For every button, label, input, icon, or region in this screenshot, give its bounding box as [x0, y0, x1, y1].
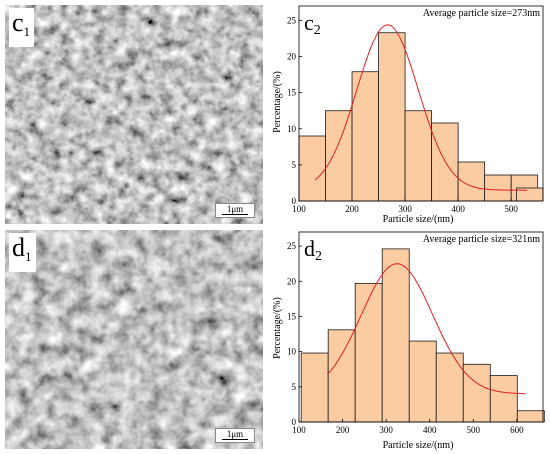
plot-frame [298, 231, 544, 423]
histogram-bar [354, 282, 383, 423]
x-tick-label: 600 [510, 425, 524, 435]
panel-label-c2: c2 [304, 10, 321, 38]
scale-bar: 1μm [215, 203, 255, 218]
fit-curve [314, 24, 528, 191]
x-tick-label: 400 [423, 425, 437, 435]
panel-label-c1: c1 [9, 8, 35, 47]
y-tick-label: 0 [292, 196, 297, 206]
histogram-bar [327, 329, 356, 423]
histogram-bar [325, 110, 353, 202]
y-tick-label: 15 [287, 311, 297, 321]
x-tick-label: 300 [398, 204, 412, 214]
annotation-average: Average particle size=321nm [423, 234, 540, 245]
histogram-bar [408, 340, 437, 423]
x-tick-label: 300 [379, 425, 393, 435]
y-tick-label: 10 [287, 347, 297, 357]
y-tick-label: 5 [292, 160, 297, 170]
sem-texture [5, 230, 263, 449]
histogram-bar [489, 375, 518, 423]
sem-texture [5, 5, 263, 224]
scale-bar: 1μm [215, 428, 255, 443]
y-tick-label: 25 [287, 241, 297, 251]
histogram-bar [462, 363, 491, 423]
histogram-c2-svg: Percentage/(%) Particle size/(nm) 0 5 10 15… [272, 5, 544, 225]
x-axis-label: Particle size/(nm) [383, 214, 454, 225]
x-axis-label: Particle size/(nm) [383, 440, 454, 451]
histogram-bar [300, 352, 329, 423]
histogram-bar [298, 135, 326, 202]
y-axis-label: Percentage/(%) [272, 297, 283, 359]
x-tick-label: 100 [292, 425, 306, 435]
histogram-bar [351, 71, 379, 202]
histogram-d2-svg: Percentage/(%) Particle size/(nm) 0 5 10 15… [272, 231, 545, 451]
plot-area: 0 5 10 15 20 25 100 200 300 400 500 [287, 5, 544, 214]
histogram-bar [484, 174, 512, 202]
y-tick-label: 5 [292, 382, 297, 392]
annotation-average: Average particle size=273nm [423, 8, 540, 19]
x-tick-label: 200 [345, 204, 359, 214]
y-tick-label: 10 [287, 124, 297, 134]
x-tick-label: 400 [451, 204, 465, 214]
y-tick-label: 25 [287, 15, 297, 25]
x-tick-label: 200 [336, 425, 350, 435]
panel-label-d1: d1 [9, 233, 36, 272]
y-tick-label: 20 [287, 276, 297, 286]
histogram-bar [435, 352, 464, 423]
histogram-bar [516, 410, 545, 423]
histogram-bar [378, 32, 406, 202]
histogram-c2: Percentage/(%) Particle size/(nm) 0 5 10 15… [268, 0, 550, 226]
y-tick-label: 15 [287, 88, 297, 98]
sem-image-c1: c1 1μm [5, 5, 263, 224]
y-axis-label: Percentage/(%) [272, 71, 283, 133]
histogram-bar [431, 122, 459, 202]
plot-frame [298, 5, 544, 202]
plot-area: 0 5 10 15 20 25 100 200 300 400 500 600 [287, 231, 545, 435]
panel-label-d2: d2 [304, 236, 322, 264]
y-tick-label: 0 [292, 417, 297, 427]
histogram-bar [381, 248, 410, 423]
x-tick-label: 500 [467, 425, 481, 435]
x-tick-label: 500 [504, 204, 518, 214]
fit-curve [326, 263, 526, 395]
y-tick-label: 20 [287, 52, 297, 62]
histogram-bar [404, 110, 433, 202]
histogram-d2: Percentage/(%) Particle size/(nm) 0 5 10 15… [268, 226, 550, 452]
x-tick-label: 100 [292, 204, 306, 214]
sem-image-d1: d1 1μm [5, 230, 263, 449]
